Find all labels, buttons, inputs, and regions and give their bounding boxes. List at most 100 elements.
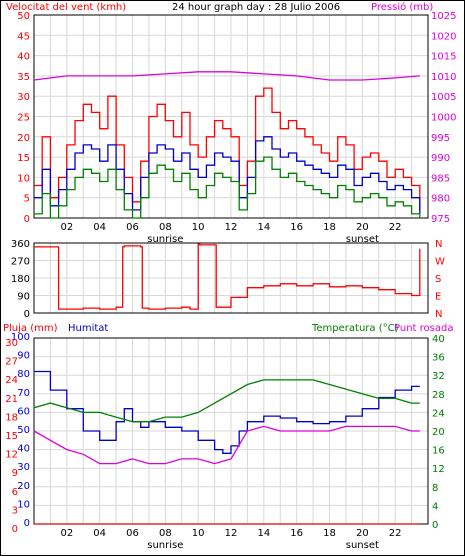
x-tick-label: 12 (225, 222, 238, 233)
series-pressure (33, 71, 420, 81)
x-tick-label: 16 (290, 222, 303, 233)
direction-y-tick: 270 (11, 257, 30, 268)
humidity-y-tick: 0 (24, 518, 30, 529)
series-gust (34, 87, 421, 210)
wind-y-tick: 15 (17, 153, 30, 164)
sunrise-label: sunrise (147, 540, 183, 551)
series-direction (34, 243, 421, 310)
x-tick-label: 10 (192, 222, 205, 233)
x-tick-label: 14 (257, 222, 270, 233)
series-min (34, 156, 421, 219)
temperature-y-tick: 16 (432, 446, 445, 457)
rain-y-tick: 18 (5, 412, 18, 423)
wind-y-tick: 35 (17, 72, 30, 83)
direction-y-tick: 180 (11, 274, 30, 285)
humidity-y-tick: 70 (17, 388, 30, 399)
x-tick-label: 08 (159, 222, 172, 233)
rain-y-tick: 15 (5, 431, 18, 442)
compass-tick: N (435, 309, 442, 320)
humidity-y-tick: 20 (17, 481, 30, 492)
dewpoint-axis-label: Punt rosada (394, 323, 453, 334)
compass-tick: W (435, 257, 445, 268)
temperature-y-tick: 4 (432, 501, 438, 512)
rain-y-tick: 27 (5, 357, 18, 368)
pressure-y-tick: 1005 (431, 92, 456, 103)
x-tick-label: 20 (356, 528, 369, 539)
temperature-y-tick: 36 (432, 353, 445, 364)
humidity-y-tick: 10 (17, 499, 30, 510)
temperature-y-tick: 0 (432, 520, 438, 531)
x-tick-label: 02 (60, 528, 73, 539)
temperature-axis-label: Temperatura (°C) (311, 323, 399, 334)
direction-y-tick: 360 (11, 239, 30, 250)
rain-y-tick: 12 (5, 450, 18, 461)
rain-y-tick: 30 (5, 338, 18, 349)
pressure-y-tick: 995 (431, 133, 450, 144)
x-tick-label: 18 (323, 222, 336, 233)
pressure-y-tick: 975 (431, 214, 450, 225)
graph-title: 24 hour graph day : 28 Julio 2006 (172, 2, 340, 13)
x-tick-label: 18 (323, 528, 336, 539)
series-avg (34, 136, 421, 214)
temperature-y-tick: 28 (432, 390, 445, 401)
humidity-y-tick: 80 (17, 369, 30, 380)
x-tick-label: 06 (126, 528, 139, 539)
rain-y-tick: 21 (5, 394, 18, 405)
wind-y-tick: 10 (17, 173, 30, 184)
sunset-label: sunset (346, 540, 379, 551)
temperature-y-tick: 24 (432, 408, 445, 419)
pressure-y-tick: 1020 (431, 31, 456, 42)
humidity-y-tick: 40 (17, 444, 30, 455)
direction-y-tick: 90 (17, 292, 30, 303)
x-tick-label: 16 (290, 528, 303, 539)
compass-tick: E (435, 292, 441, 303)
x-tick-label: 02 (60, 222, 73, 233)
x-tick-label: 06 (126, 222, 139, 233)
rain-y-tick: 9 (12, 468, 18, 479)
temperature-y-tick: 8 (432, 483, 438, 494)
humidity-y-tick: 50 (17, 425, 30, 436)
x-tick-label: 12 (225, 528, 238, 539)
x-tick-label: 04 (93, 528, 106, 539)
temperature-y-tick: 12 (432, 464, 445, 475)
plot-border-direction (33, 242, 429, 314)
wind-y-tick: 50 (17, 11, 30, 22)
pressure-y-tick: 1010 (431, 72, 456, 83)
pressure-axis-label: Pressió (mb) (371, 1, 433, 13)
temperature-y-tick: 40 (432, 334, 445, 345)
x-tick-label: 22 (389, 528, 402, 539)
pressure-y-tick: 990 (431, 153, 450, 164)
temperature-y-tick: 32 (432, 371, 445, 382)
x-tick-label: 14 (257, 528, 270, 539)
rain-y-tick: 6 (12, 487, 18, 498)
humidity-y-tick: 30 (17, 462, 30, 473)
wind-axis-label: Velocitat del vent (kmh) (6, 2, 126, 13)
wind-y-tick: 45 (17, 31, 30, 42)
pressure-y-tick: 1015 (431, 52, 456, 63)
x-tick-label: 22 (389, 222, 402, 233)
humidity-axis-label: Humitat (68, 323, 108, 334)
sunset-label: sunset (346, 234, 379, 245)
wind-y-tick: 20 (17, 133, 30, 144)
sunrise-label: sunrise (147, 234, 183, 245)
plot-border-wind (33, 14, 429, 219)
wind-y-tick: 40 (17, 52, 30, 63)
wind-y-tick: 30 (17, 92, 30, 103)
humidity-y-tick: 90 (17, 351, 30, 362)
series-temperature (33, 379, 420, 423)
wind-y-tick: 0 (24, 214, 30, 225)
x-tick-label: 20 (356, 222, 369, 233)
humidity-y-tick: 100 (11, 332, 30, 343)
rain-y-tick: 3 (12, 505, 18, 516)
compass-tick: N (435, 239, 442, 250)
rain-y-tick: 0 (12, 524, 18, 535)
x-tick-label: 10 (192, 528, 205, 539)
rain-y-tick: 24 (5, 375, 18, 386)
x-tick-label: 08 (159, 528, 172, 539)
pressure-y-tick: 1000 (431, 113, 456, 124)
direction-y-tick: 0 (24, 309, 30, 320)
wind-y-tick: 5 (24, 194, 30, 205)
pressure-y-tick: 980 (431, 194, 450, 205)
rain-axis-label: Pluja (mm) (3, 323, 58, 334)
